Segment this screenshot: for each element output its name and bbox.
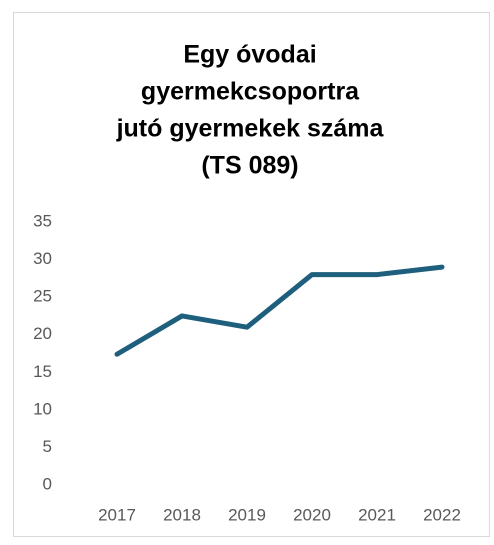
y-tick-label: 0	[43, 474, 52, 493]
chart-border	[13, 12, 490, 537]
chart-title: gyermekcsoportra	[141, 78, 360, 106]
chart-title: Egy óvodai	[183, 41, 316, 69]
chart-title: (TS 089)	[201, 152, 298, 180]
x-tick-label: 2020	[293, 505, 331, 524]
chart-title: jutó gyermekek száma	[116, 115, 385, 143]
x-tick-label: 2017	[98, 505, 136, 524]
y-tick-label: 10	[33, 399, 52, 418]
x-tick-label: 2019	[228, 505, 266, 524]
x-tick-label: 2022	[423, 505, 461, 524]
x-tick-label: 2018	[163, 505, 201, 524]
y-tick-label: 15	[33, 362, 52, 381]
x-tick-label: 2021	[358, 505, 396, 524]
y-tick-label: 5	[43, 437, 52, 456]
y-tick-label: 30	[33, 249, 52, 268]
y-tick-label: 20	[33, 324, 52, 343]
y-tick-label: 35	[33, 211, 52, 230]
y-tick-label: 25	[33, 287, 52, 306]
line	[114, 264, 445, 357]
